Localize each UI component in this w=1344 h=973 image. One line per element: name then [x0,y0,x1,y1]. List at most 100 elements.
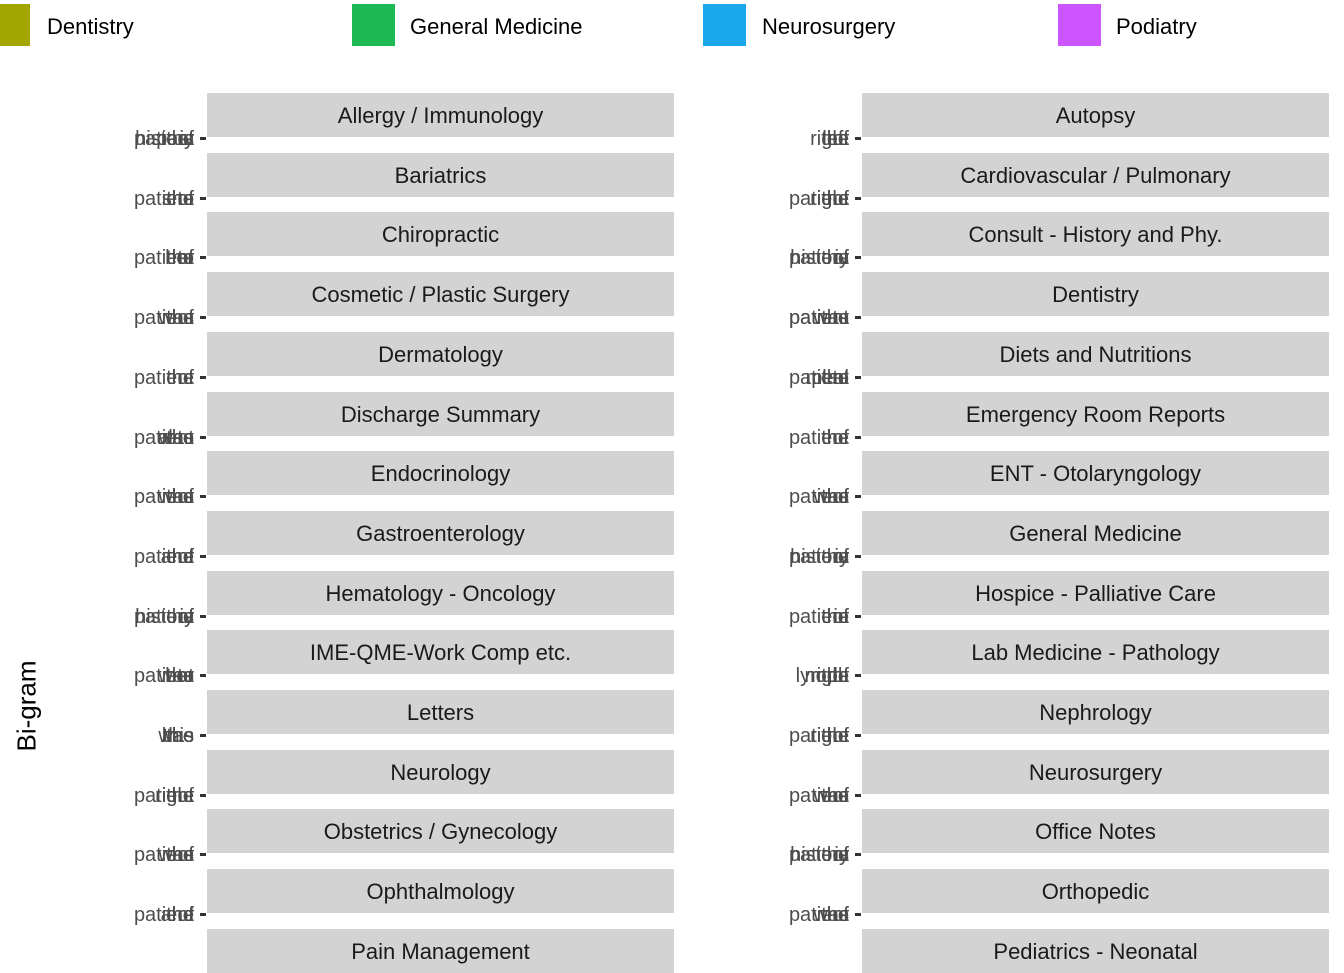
facet-strip: Pediatrics - Neonatal [862,928,1329,973]
y-tick-label: patient [788,605,849,628]
facet-strip: Autopsy [862,93,1329,137]
y-tick-label: the [166,784,194,807]
facet-strip: General Medicine [862,510,1329,555]
y-tick-mark [855,734,861,737]
y-tick-label: the [166,307,194,330]
y-tick-label: patient [788,725,849,747]
y-tick-label: history [135,605,194,628]
y-tick-label: patient [133,486,194,509]
y-tick-label: the [821,545,849,568]
y-tick-label: was [813,486,849,509]
y-tick-label: her [165,665,194,688]
y-tick-label: is [834,844,849,867]
y-tick-label: patient [788,904,849,927]
y-tick-label-stack: the history patient of is [0,243,849,273]
facet-strip: Allergy / Immunology [207,93,674,137]
y-tick-mark [200,256,206,260]
y-tick-label: of [832,904,849,927]
y-tick-label: the [821,605,849,628]
facet-strip: Neurosurgery [862,749,1329,794]
y-tick-label: patient [133,605,194,628]
y-tick-label: was [158,844,194,867]
y-tick-label: of [832,426,849,449]
y-tick-label: of [832,486,849,509]
y-tick-label: the [821,605,849,628]
y-tick-label: of [832,784,849,807]
y-tick-mark [200,495,206,499]
y-tick-label: of [177,247,194,270]
legend-swatch-general-medicine [352,4,395,46]
y-tick-label: to [177,665,194,688]
y-tick-label: patient [133,426,194,449]
y-tick-label: he [171,725,194,747]
facet-strip: IME-QME-Work Comp etc. [207,630,674,675]
y-tick-label: patient [133,187,194,210]
y-tick-label: history [135,128,194,150]
y-tick-label: the [166,605,194,628]
y-tick-label: and [160,904,194,927]
y-tick-label: the [166,307,194,330]
facet-strip: Orthopedic [862,869,1329,914]
facet-strip: Gastroenterology [207,510,674,555]
y-tick-label: is [834,545,849,568]
y-tick-label: patient [133,904,194,927]
facet-strip: Diets and Nutritions [862,331,1329,376]
y-tick-label: of [832,128,849,150]
y-tick-label: was [158,665,194,688]
y-tick-mark [855,913,861,917]
facet-strip: Chiropractic [207,212,674,257]
y-tick-label: the [166,725,194,747]
y-tick-label: patient [133,844,194,867]
y-tick-label: she [161,187,194,210]
y-tick-label-stack: the was patient of the [0,303,194,333]
y-tick-mark [855,554,861,558]
y-tick-label-stack: the was patient of the [0,482,849,512]
y-tick-label: node [804,665,850,688]
y-tick-label-stack: the was patient of the [0,482,194,512]
legend-label: General Medicine [410,14,583,39]
y-tick-label: of [177,307,194,330]
y-tick-label-stack: patient the patient to was [0,303,849,333]
y-tick-mark [855,256,861,260]
y-tick-label-stack: the history patient of is [0,602,194,632]
y-tick-label: was [813,904,849,927]
y-tick-label: to [832,307,849,330]
y-tick-label: the [821,366,849,389]
y-tick-label: is [834,247,849,270]
y-tick-label: of [177,545,194,568]
y-tick-label: and [160,545,194,568]
y-tick-label-stack: patient the also to was [0,423,194,453]
y-tick-label: of [832,545,849,568]
y-tick-label: the [821,128,849,150]
y-tick-label: patient [133,784,194,807]
y-tick-label: was [158,725,194,747]
facet-strip: Lab Medicine - Pathology [862,630,1329,675]
y-tick-label: the [166,426,194,449]
y-tick-label: the [821,725,849,747]
y-tick-mark [855,793,861,797]
y-tick-label: the [166,486,194,509]
y-tick-mark [200,375,206,379]
y-tick-mark [200,853,206,857]
y-tick-label-stack: the he this has was [0,721,194,751]
y-tick-label: patient [788,307,849,330]
facet-strip: Nephrology [862,690,1329,734]
y-tick-mark [200,196,206,200]
y-tick-label-stack: the history patient of is [0,542,849,572]
y-tick-label: of [832,844,849,867]
y-tick-label: is [179,128,194,150]
y-tick-label: has [161,725,194,747]
facet-strip: Pain Management [207,928,674,973]
y-tick-label: past [156,128,194,150]
y-tick-label: the [166,187,194,210]
y-tick-label: the [166,545,194,568]
y-tick-label: the [821,904,849,927]
y-tick-label: of [177,605,194,628]
facet-strip: Neurology [207,749,674,794]
y-tick-label: right [810,725,849,747]
y-tick-label: patient [133,665,194,688]
y-tick-label: the [166,366,194,389]
y-tick-label: patient [788,426,849,449]
y-tick-label: right [810,128,849,150]
y-tick-label: of [832,247,849,270]
